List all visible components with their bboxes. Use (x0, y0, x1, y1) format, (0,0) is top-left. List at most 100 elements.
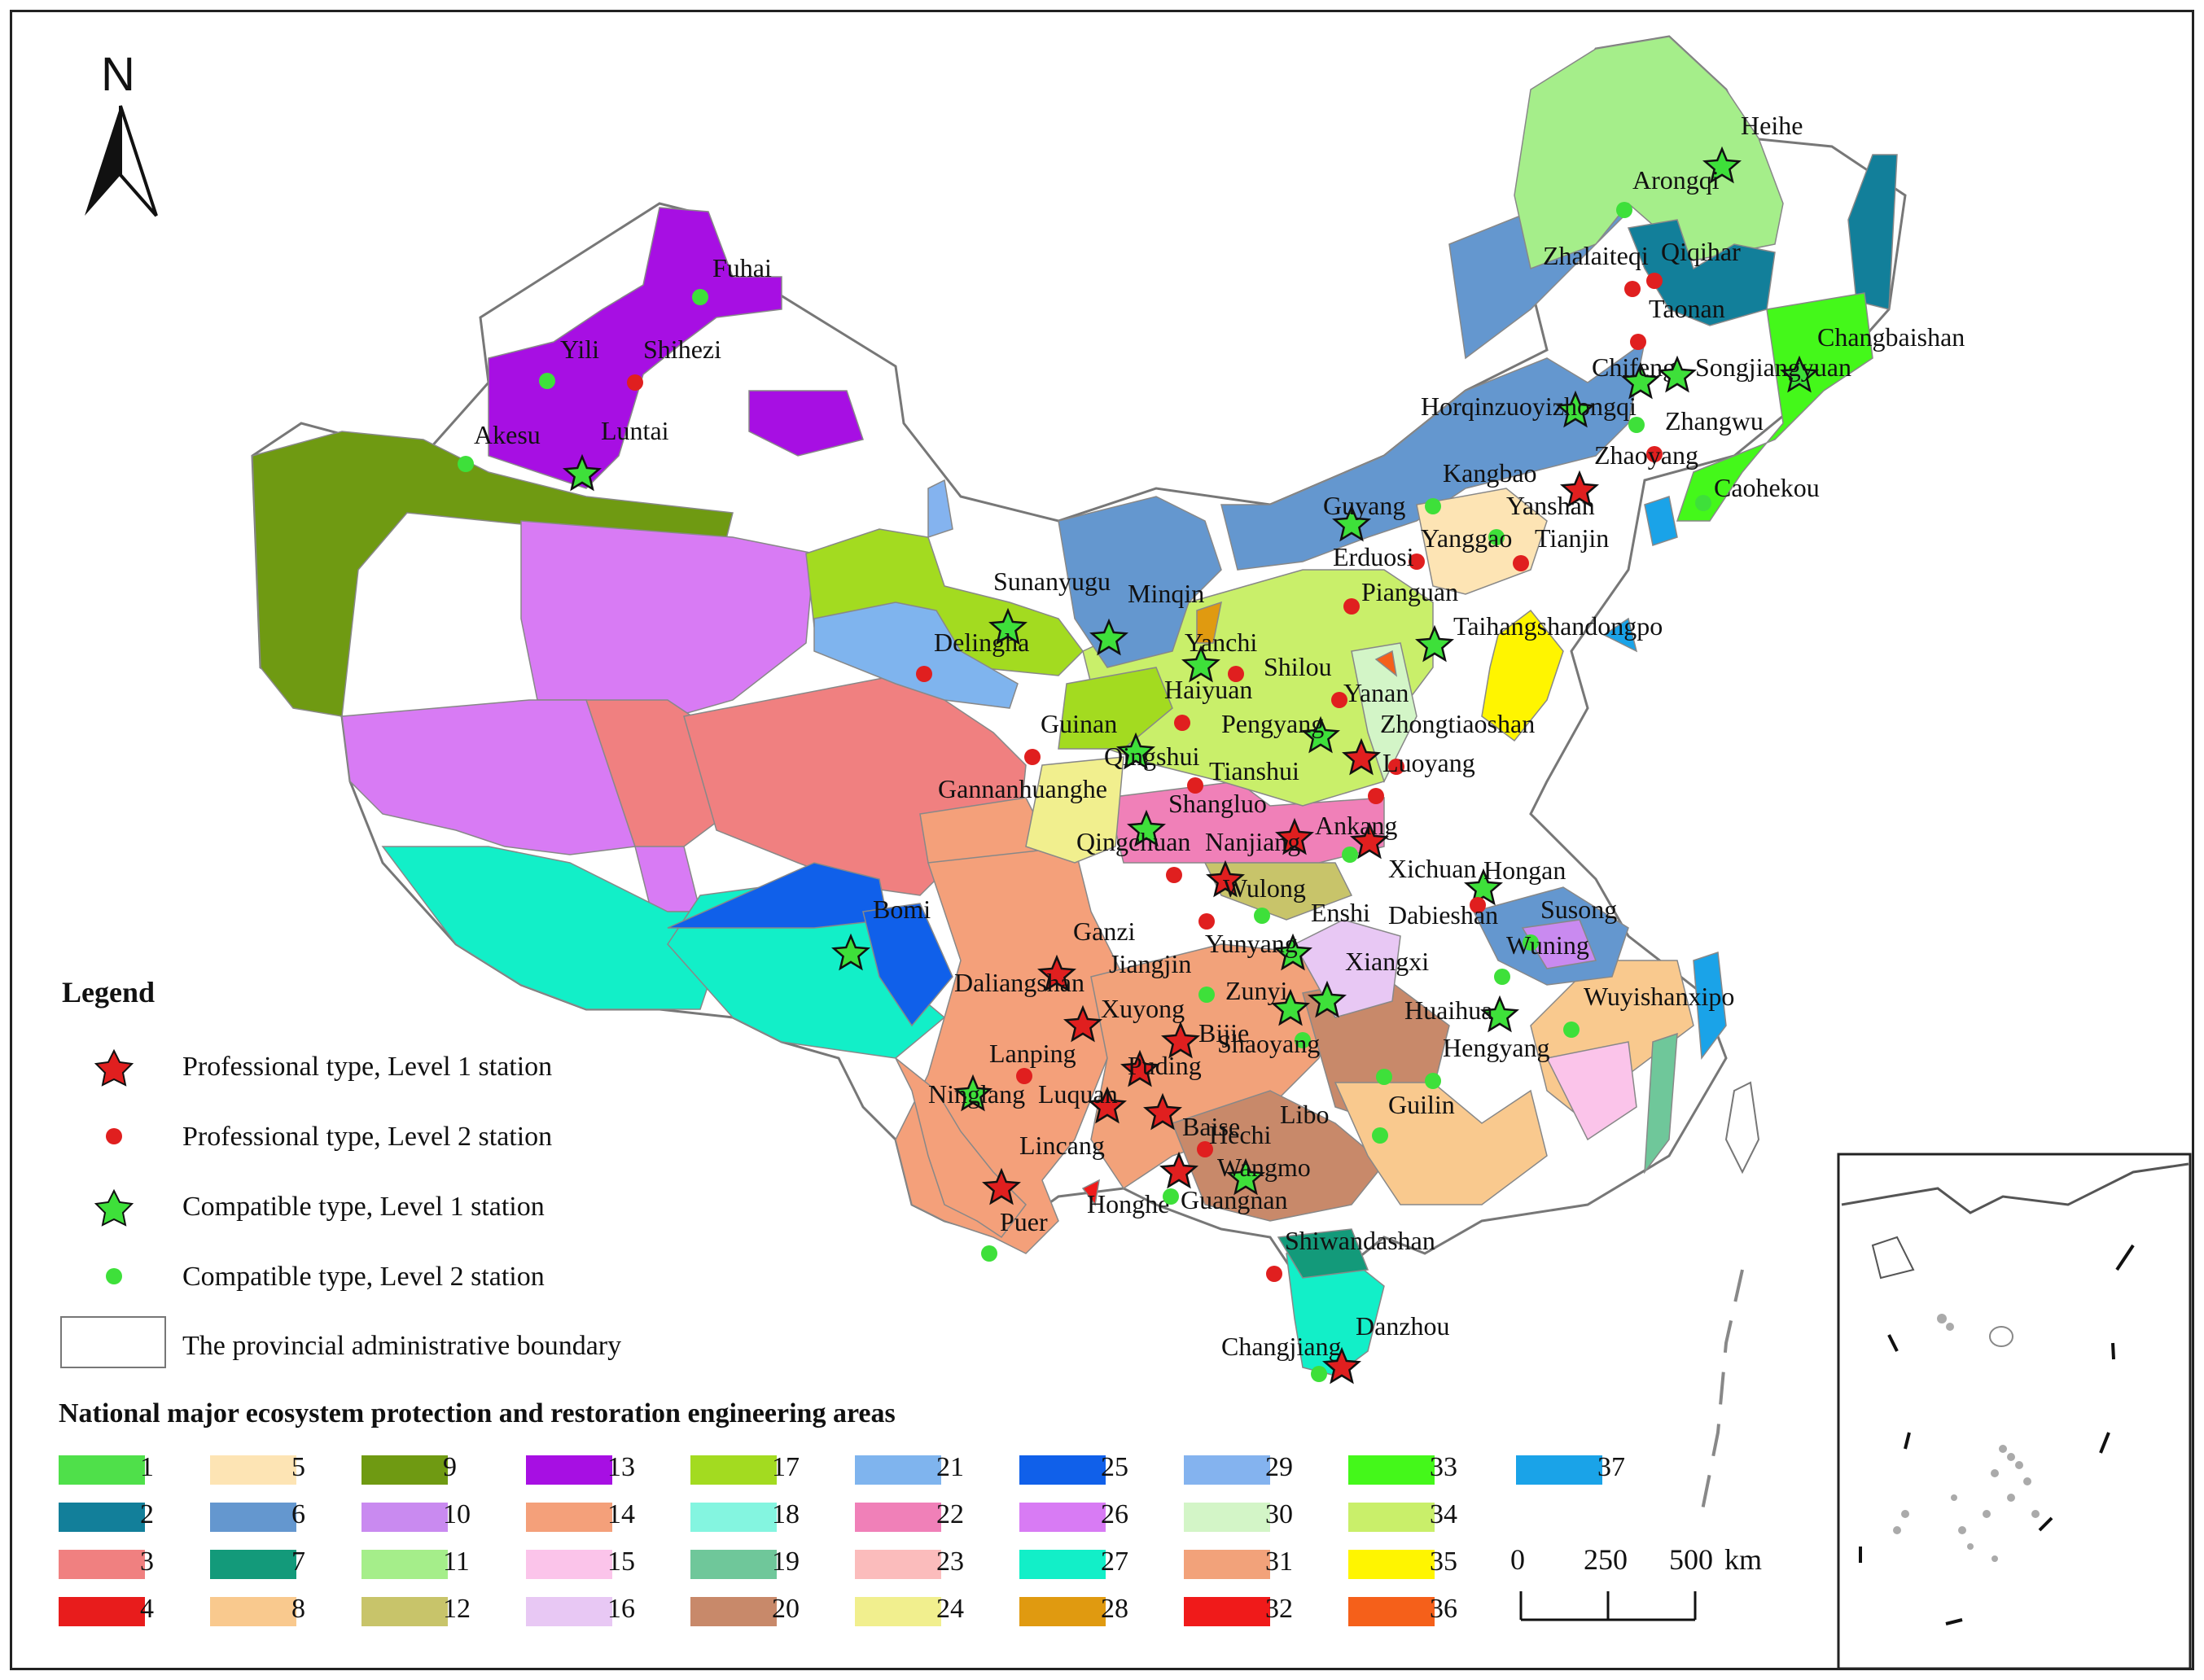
station-marker-minqin (1089, 618, 1128, 656)
station-marker-wulong (1206, 860, 1245, 898)
station-label: Guangnan (1181, 1185, 1288, 1214)
station-label: Xiangxi (1345, 947, 1429, 976)
sea-boundary-line (1700, 1269, 1744, 1515)
station-label: Luntai (601, 416, 669, 445)
station-label: Bijie (1198, 1018, 1249, 1048)
legend-item-label: Professional type, Level 1 station (182, 1052, 553, 1082)
station-marker-taihangshandongpo (1415, 624, 1454, 663)
station-label: Pengyang (1221, 709, 1324, 738)
area-swatch-28 (1019, 1597, 1106, 1626)
area-swatch-label: 5 (291, 1452, 305, 1482)
station-label: Shaoyang (1217, 1029, 1320, 1058)
station-label: Caohekou (1714, 473, 1820, 502)
station-label: Changjiang (1221, 1332, 1342, 1361)
area-swatch-25 (1019, 1455, 1106, 1485)
station-marker-ankang (1350, 821, 1389, 860)
station-marker-horqinzuoyizhongqi (1556, 390, 1595, 428)
station-label: Heihe (1741, 111, 1803, 140)
station-marker-taonan (1630, 334, 1646, 350)
area-swatch-label: 22 (936, 1499, 964, 1529)
station-label: Lincang (1019, 1131, 1105, 1160)
station-marker-baise (1143, 1092, 1182, 1131)
area-swatch-26 (1019, 1503, 1106, 1532)
legend-title: Legend (62, 976, 156, 1008)
station-label: Lanping (989, 1039, 1076, 1068)
station-marker-changjiang (1311, 1366, 1327, 1382)
area-swatch-1 (59, 1455, 145, 1485)
area-swatch-14 (526, 1503, 612, 1532)
area-swatch-label: 20 (772, 1594, 800, 1624)
station-label: Huaihua (1404, 995, 1492, 1025)
station-marker-shiwandashan (1266, 1266, 1282, 1282)
station-marker-tianjin (1513, 555, 1529, 571)
map-frame (10, 10, 2194, 1670)
area-swatch-label: 21 (936, 1452, 964, 1482)
scale-tick-label: 0 (1510, 1543, 1525, 1576)
station-marker-qiqihar (1646, 273, 1663, 289)
station-label: Xichuan (1388, 854, 1476, 883)
station-marker-puer (981, 1245, 997, 1262)
station-marker-daliangshan (1037, 954, 1076, 992)
station-label: Delingha (934, 628, 1029, 657)
area-swatch-label: 7 (291, 1547, 305, 1577)
station-marker-honghe (1159, 1151, 1198, 1189)
area-swatch-label: 19 (772, 1547, 800, 1577)
taiwan-outline (1724, 1081, 1760, 1175)
station-marker-qingchuan (1166, 867, 1182, 883)
station-marker-songjiangyuan (1658, 355, 1697, 393)
area-swatch-8 (210, 1597, 296, 1626)
engineering-areas-title: National major ecosystem protection and … (59, 1398, 896, 1428)
station-marker-guangnan (1163, 1188, 1179, 1205)
station-marker-pengyang (1301, 715, 1340, 754)
station-label: Taonan (1649, 294, 1725, 323)
area-swatch-label: 29 (1265, 1452, 1293, 1482)
station-label: Luquan (1038, 1079, 1118, 1109)
station-label: Wulong (1223, 873, 1306, 903)
station-marker-ninglang (953, 1074, 992, 1112)
station-label: Ganzi (1073, 917, 1136, 946)
station-marker-pianguan (1343, 598, 1360, 615)
station-label: Danzhou (1356, 1311, 1450, 1341)
area-swatch-12 (361, 1597, 448, 1626)
north-label: N (101, 48, 135, 101)
area-swatch-label: 26 (1101, 1499, 1128, 1529)
station-marker-bijie (1161, 1021, 1200, 1059)
area-swatch-label: 4 (140, 1594, 154, 1624)
station-marker-xuyong (1063, 1004, 1102, 1043)
station-label: Hechi (1209, 1120, 1272, 1149)
station-label: Enshi (1311, 898, 1370, 927)
station-marker-yanshan (1560, 470, 1599, 508)
area-swatch-21 (855, 1455, 941, 1485)
station-marker-dabieshan (1470, 897, 1486, 913)
area-swatch-7 (210, 1550, 296, 1579)
area-swatch-label: 2 (140, 1499, 154, 1529)
station-label: Shilou (1264, 652, 1332, 681)
station-label: Ninglang (928, 1079, 1025, 1109)
station-marker-akesu (458, 456, 474, 472)
area-swatch-17 (690, 1455, 777, 1485)
station-label: Yanggao (1421, 523, 1512, 553)
station-marker-qingshui (1116, 732, 1155, 770)
station-marker-gannanhuanghe (1127, 809, 1166, 847)
area-swatch-16 (526, 1597, 612, 1626)
station-marker-wuyishanxipo (1563, 1022, 1580, 1038)
station-label: Qiqihar (1661, 237, 1741, 266)
station-label: Guilin (1388, 1090, 1455, 1119)
area-swatch-2 (59, 1503, 145, 1532)
station-marker-sunanyugu (988, 607, 1028, 645)
station-label: Wuyishanxipo (1584, 982, 1734, 1011)
station-label: Chifeng (1592, 352, 1676, 382)
station-label: Minqin (1128, 579, 1204, 608)
station-label: Zunyi (1225, 976, 1288, 1005)
station-label: Guyang (1323, 491, 1405, 520)
station-marker-caohekou (1695, 495, 1711, 511)
station-label: Kangbao (1443, 458, 1537, 488)
station-label: Pianguan (1361, 577, 1458, 606)
area-swatch-13 (526, 1455, 612, 1485)
area-swatch-label: 24 (936, 1594, 964, 1624)
station-marker-zhaoyang (1646, 446, 1663, 462)
station-marker-guinan (1024, 749, 1041, 765)
station-marker-lanping (1016, 1068, 1032, 1084)
station-label: Daliangshan (954, 968, 1084, 997)
area-swatch-24 (855, 1597, 941, 1626)
